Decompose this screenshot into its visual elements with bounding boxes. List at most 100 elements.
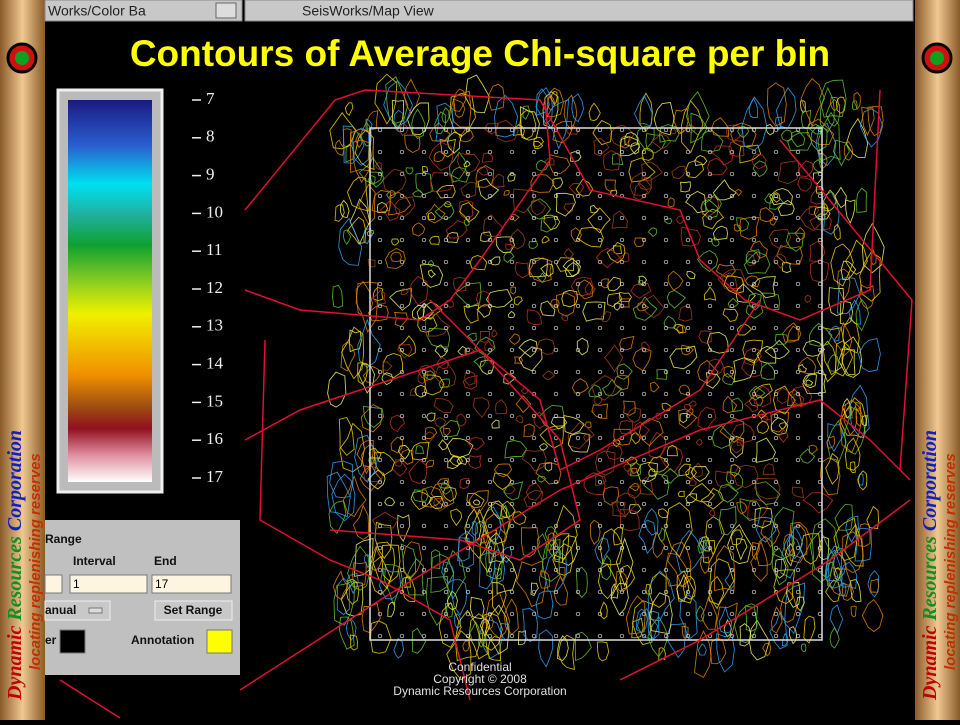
- contour: [535, 461, 562, 485]
- contour: [809, 518, 840, 578]
- well-marker: [553, 479, 559, 485]
- contour: [632, 347, 652, 372]
- contour: [430, 172, 455, 192]
- contour: [410, 442, 430, 461]
- contour: [526, 309, 543, 325]
- well-marker: [377, 413, 383, 419]
- well-marker: [377, 501, 383, 507]
- contour: [438, 439, 449, 451]
- contour: [828, 325, 840, 342]
- input-field[interactable]: [151, 574, 232, 594]
- well-marker: [729, 215, 735, 221]
- well-marker: [553, 281, 559, 287]
- well-marker: [795, 325, 801, 331]
- contour: [800, 109, 812, 130]
- well-marker: [575, 589, 581, 595]
- contour: [571, 377, 589, 394]
- input-field[interactable]: [44, 574, 63, 594]
- set-range-button[interactable]: [154, 600, 233, 621]
- well-marker: [751, 567, 757, 573]
- contour: [436, 356, 450, 370]
- well-marker: [531, 325, 537, 331]
- contour: [859, 108, 884, 148]
- contour: [850, 605, 857, 618]
- contour: [685, 190, 707, 214]
- contour: [523, 423, 535, 438]
- color-swatch[interactable]: [59, 629, 86, 654]
- contour: [426, 412, 436, 422]
- contour: [563, 415, 585, 435]
- contour: [512, 188, 535, 214]
- well-marker: [597, 479, 603, 485]
- contour: [619, 335, 635, 351]
- banner-tagline: locating replenishing reserves: [27, 453, 44, 670]
- contour: [485, 289, 513, 308]
- contour: [550, 416, 568, 430]
- well-marker: [619, 303, 625, 309]
- contour: [818, 153, 828, 169]
- input-field[interactable]: [69, 574, 148, 594]
- left-banner: Dynamic Resources Corporation locating r…: [0, 0, 45, 720]
- contour: [736, 438, 744, 446]
- window-button[interactable]: [215, 2, 237, 19]
- contour: [825, 98, 840, 127]
- well-marker: [443, 501, 449, 507]
- contour: [530, 173, 555, 193]
- contour: [563, 202, 575, 214]
- well-marker: [597, 303, 603, 309]
- contour: [339, 422, 365, 473]
- contour: [346, 176, 369, 212]
- slide-title: Contours of Average Chi-square per bin: [130, 33, 830, 74]
- banner-word: Resources: [4, 536, 26, 622]
- well-marker: [487, 501, 493, 507]
- contour: [671, 165, 686, 180]
- contour: [825, 452, 840, 485]
- contour: [456, 455, 468, 466]
- well-marker: [509, 545, 515, 551]
- field-label: er: [45, 633, 57, 647]
- well-marker: [707, 545, 713, 551]
- contour: [342, 474, 367, 518]
- well-marker: [509, 369, 515, 375]
- contour: [869, 578, 880, 593]
- contour: [463, 218, 470, 226]
- well-marker: [685, 413, 691, 419]
- contour: [770, 606, 783, 634]
- color-swatch[interactable]: [206, 629, 233, 654]
- mode-button[interactable]: [44, 600, 111, 621]
- contour: [468, 490, 489, 516]
- contour: [697, 643, 707, 656]
- contour: [637, 461, 658, 482]
- contour: [744, 275, 761, 288]
- contour: [451, 579, 468, 616]
- contour: [829, 96, 839, 112]
- contour: [523, 489, 544, 508]
- contour: [615, 537, 634, 587]
- contour: [387, 602, 396, 618]
- contour: [423, 374, 445, 396]
- well-marker: [663, 259, 669, 265]
- contour: [425, 459, 434, 469]
- contour: [759, 207, 775, 223]
- well-marker: [619, 611, 625, 617]
- banner-text: Dynamic Resources Corporation: [4, 430, 26, 701]
- contour: [685, 160, 705, 179]
- contour: [589, 519, 601, 545]
- contour: [861, 598, 884, 633]
- contour: [711, 145, 734, 166]
- contour: [745, 249, 761, 264]
- well-marker: [685, 589, 691, 595]
- well-marker: [553, 347, 559, 353]
- well-marker: [663, 545, 669, 551]
- contour: [562, 535, 578, 566]
- contour: [848, 384, 870, 439]
- well-marker: [795, 457, 801, 463]
- contour: [626, 407, 641, 424]
- contour: [439, 138, 456, 158]
- contour: [539, 425, 564, 449]
- contour: [495, 236, 515, 254]
- well-marker: [619, 567, 625, 573]
- contour: [802, 373, 817, 389]
- contour: [690, 466, 710, 482]
- contour: [472, 499, 481, 506]
